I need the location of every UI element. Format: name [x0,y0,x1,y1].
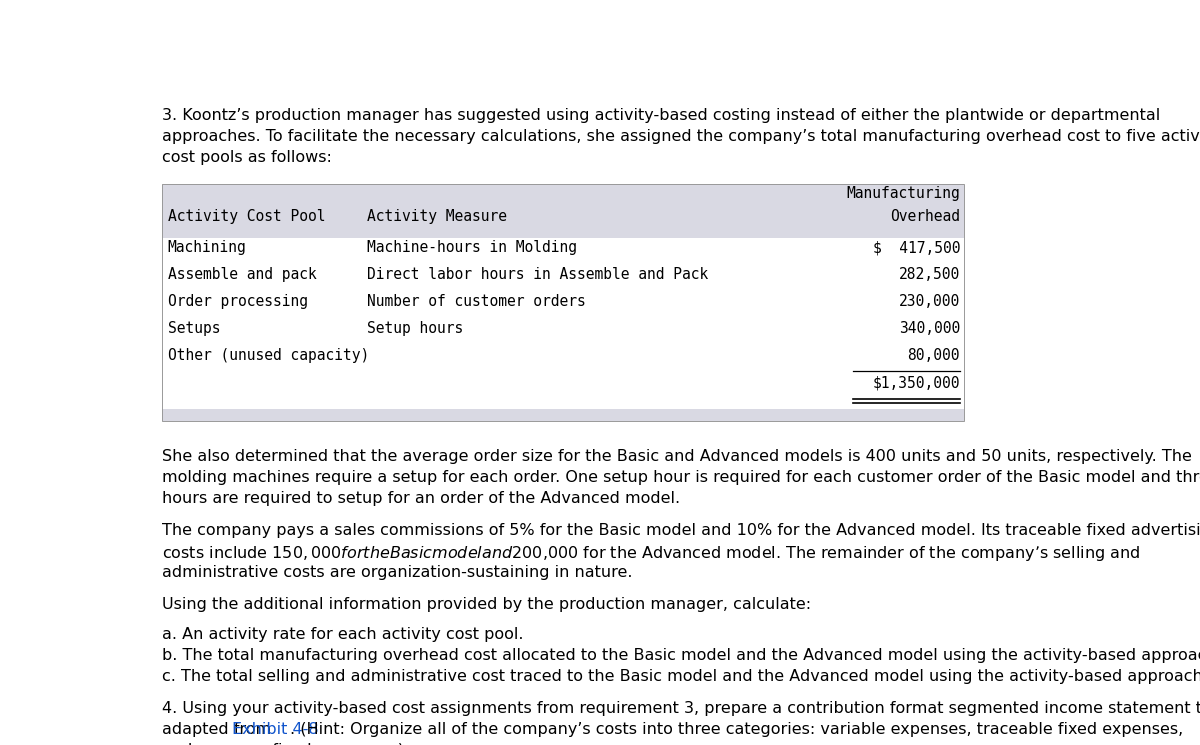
Text: molding machines require a setup for each order. One setup hour is required for : molding machines require a setup for eac… [162,470,1200,485]
Text: adapted from: adapted from [162,722,276,737]
Text: Assemble and pack: Assemble and pack [168,267,317,282]
Text: administrative costs are organization-sustaining in nature.: administrative costs are organization-su… [162,565,632,580]
Text: 282,500: 282,500 [899,267,960,282]
Text: 230,000: 230,000 [899,294,960,309]
Text: $1,350,000: $1,350,000 [872,375,960,390]
Text: 3. Koontz’s production manager has suggested using activity-based costing instea: 3. Koontz’s production manager has sugge… [162,108,1160,123]
Text: Setup hours: Setup hours [367,321,463,336]
Text: Machine-hours in Molding: Machine-hours in Molding [367,241,577,256]
FancyBboxPatch shape [162,292,964,319]
Text: Direct labor hours in Assemble and Pack: Direct labor hours in Assemble and Pack [367,267,708,282]
Text: 340,000: 340,000 [899,321,960,336]
Text: 4. Using your activity-based cost assignments from requirement 3, prepare a cont: 4. Using your activity-based cost assign… [162,701,1200,716]
Text: cost pools as follows:: cost pools as follows: [162,150,332,165]
Text: c. The total selling and administrative cost traced to the Basic model and the A: c. The total selling and administrative … [162,669,1200,685]
Text: Setups: Setups [168,321,220,336]
FancyBboxPatch shape [162,238,964,265]
FancyBboxPatch shape [162,410,964,421]
Text: . (Hint: Organize all of the company’s costs into three categories: variable exp: . (Hint: Organize all of the company’s c… [290,722,1183,737]
Text: She also determined that the average order size for the Basic and Advanced model: She also determined that the average ord… [162,448,1192,463]
Text: Other (unused capacity): Other (unused capacity) [168,348,368,363]
Text: costs include $150,000 for the Basic model and $200,000 for the Advanced model. : costs include $150,000 for the Basic mod… [162,544,1140,562]
Text: Using the additional information provided by the production manager, calculate:: Using the additional information provide… [162,597,811,612]
Text: b. The total manufacturing overhead cost allocated to the Basic model and the Ad: b. The total manufacturing overhead cost… [162,648,1200,663]
FancyBboxPatch shape [162,319,964,346]
Text: 80,000: 80,000 [907,348,960,363]
FancyBboxPatch shape [162,184,964,238]
Text: Number of customer orders: Number of customer orders [367,294,586,309]
FancyBboxPatch shape [162,265,964,292]
Text: Machining: Machining [168,241,246,256]
Text: a. An activity rate for each activity cost pool.: a. An activity rate for each activity co… [162,627,523,642]
Text: Activity Measure: Activity Measure [367,209,506,224]
FancyBboxPatch shape [162,346,964,372]
Text: Overhead: Overhead [890,209,960,224]
Text: hours are required to setup for an order of the Advanced model.: hours are required to setup for an order… [162,491,680,506]
Text: Manufacturing: Manufacturing [846,186,960,201]
Text: Exhibit 4-8: Exhibit 4-8 [232,722,318,737]
Text: Order processing: Order processing [168,294,307,309]
Text: approaches. To facilitate the necessary calculations, she assigned the company’s: approaches. To facilitate the necessary … [162,129,1200,144]
Text: $  417,500: $ 417,500 [872,241,960,256]
Text: and common fixed expenses.): and common fixed expenses.) [162,744,404,745]
Text: Activity Cost Pool: Activity Cost Pool [168,209,325,224]
Text: The company pays a sales commissions of 5% for the Basic model and 10% for the A: The company pays a sales commissions of … [162,522,1200,537]
